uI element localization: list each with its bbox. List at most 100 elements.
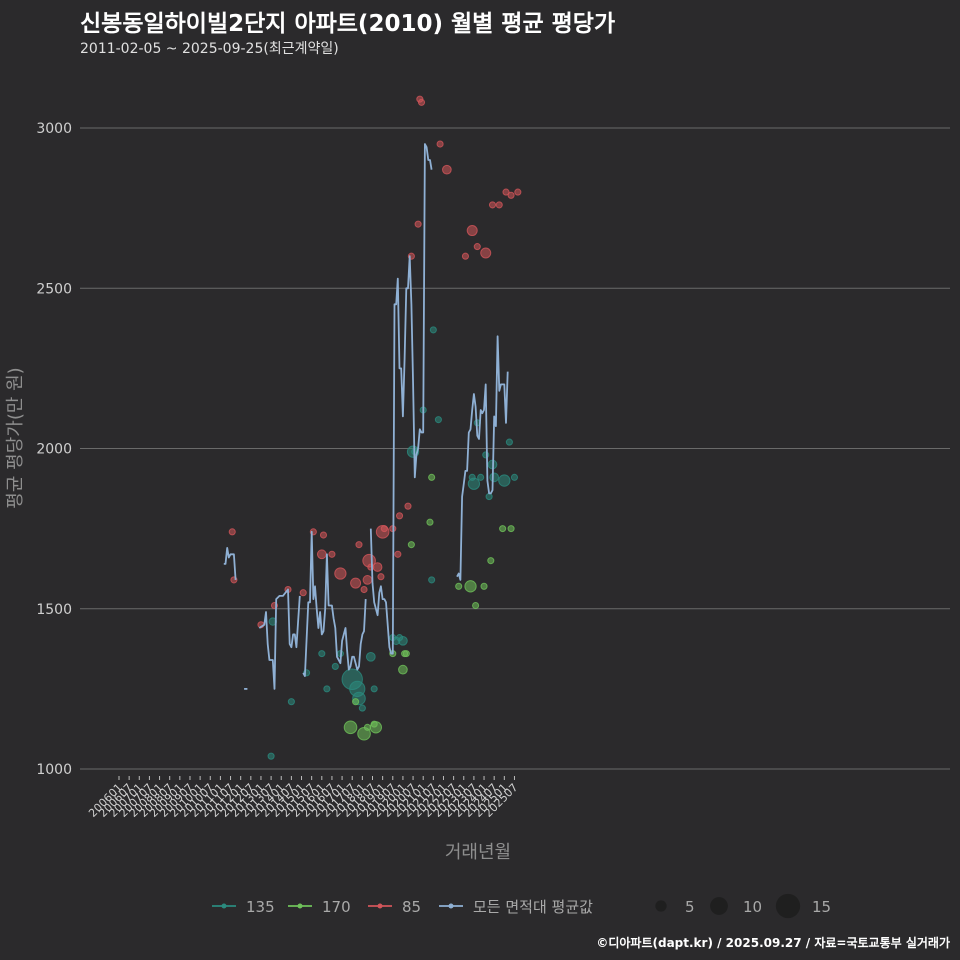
point-135-6 (331, 662, 339, 670)
point-170-5 (369, 721, 383, 734)
point-85-29 (436, 140, 444, 148)
point-170-1 (352, 698, 360, 706)
average-line-segment-3 (302, 530, 367, 677)
point-135-17 (398, 635, 408, 646)
average-line-segment-4 (369, 143, 433, 655)
point-85-36 (495, 201, 503, 209)
point-135-33 (505, 438, 513, 446)
point-170-18 (499, 525, 507, 533)
point-170-10 (407, 541, 415, 549)
point-135-29 (485, 493, 493, 501)
y-axis-label: 평균 평당가(만 원) (5, 367, 26, 508)
legend-key-dot-85 (377, 903, 383, 909)
average-line-segment-0 (223, 547, 237, 580)
point-135-11 (358, 704, 366, 712)
point-85-8 (319, 531, 328, 539)
average-line-segment-2 (258, 588, 301, 690)
chart-subtitle: 2011-02-05 ~ 2025-09-25(최근계약일) (80, 41, 339, 57)
point-135-25 (467, 477, 481, 490)
point-85-39 (514, 188, 522, 196)
point-85-10 (334, 567, 347, 580)
point-85-20 (380, 525, 388, 533)
point-170-13 (455, 582, 463, 590)
point-85-18 (377, 573, 385, 581)
point-85-5 (299, 589, 307, 597)
legend-label-170: 170 (322, 898, 351, 916)
y-tick-label-1500: 1500 (36, 602, 72, 618)
point-135-23 (434, 416, 442, 424)
point-85-9 (328, 550, 336, 558)
y-tick-label-2500: 2500 (36, 281, 72, 297)
x-axis-ticks: 2006012006072007012007072008012008072009… (86, 776, 521, 820)
chart-title: 신봉동일하이빌2단지 아파트(2010) 월별 평균 평당가 (80, 11, 616, 37)
point-85-31 (461, 252, 470, 260)
point-170-14 (464, 580, 477, 593)
legend-size-label-10: 10 (743, 898, 762, 916)
point-85-37 (502, 188, 510, 196)
point-170-15 (472, 601, 480, 610)
point-85-11 (350, 577, 362, 589)
point-170-0 (343, 720, 358, 735)
point-85-14 (362, 575, 373, 585)
point-135-27 (477, 473, 485, 481)
point-135-21 (428, 576, 436, 584)
legend-size-circle-5 (655, 900, 667, 912)
point-85-28 (417, 98, 426, 106)
y-axis-ticks: 1000 1500 2000 2500 3000 (36, 121, 72, 778)
point-85-17 (372, 562, 383, 572)
y-tick-label-1000: 1000 (36, 762, 72, 778)
legend-size-circle-15 (775, 893, 801, 919)
point-85-22 (394, 550, 402, 558)
point-170-3 (363, 723, 371, 731)
point-170-17 (487, 557, 495, 565)
point-85-12 (355, 541, 363, 549)
legend-key-dot-170 (297, 903, 303, 909)
point-85-38 (507, 191, 515, 199)
grid-lines (80, 127, 950, 770)
point-85-33 (473, 243, 481, 251)
point-135-4 (318, 650, 326, 658)
legend-label-85: 85 (402, 898, 421, 916)
point-135-32 (498, 474, 511, 487)
legend-key-dot-avg (448, 903, 454, 909)
point-85-35 (488, 201, 497, 209)
legend-label-135: 135 (246, 898, 275, 916)
point-170-12 (428, 473, 436, 481)
legend-size-label-5: 5 (685, 898, 695, 916)
legend-key-dot-135 (221, 903, 227, 909)
y-tick-label-2000: 2000 (36, 442, 72, 458)
y-tick-label-3000: 3000 (36, 121, 72, 137)
average-line-segment-5 (456, 335, 509, 581)
x-axis-label: 거래년월 (445, 842, 511, 863)
point-170-16 (480, 582, 488, 590)
legend-size-label-15: 15 (812, 898, 831, 916)
point-85-24 (404, 502, 412, 510)
point-85-13 (360, 585, 368, 594)
legend: 135 170 85 모든 면적대 평균값 5 10 15 (212, 893, 831, 919)
point-85-32 (466, 225, 478, 237)
point-170-9 (402, 650, 410, 658)
point-85-7 (316, 549, 327, 560)
point-170-11 (426, 518, 434, 526)
legend-size-circle-10 (710, 897, 728, 915)
point-85-26 (414, 220, 422, 228)
point-135-1 (267, 752, 275, 760)
point-170-19 (507, 525, 515, 533)
point-85-34 (480, 247, 492, 259)
point-85-23 (395, 512, 404, 520)
point-135-31 (489, 472, 500, 483)
point-135-12 (365, 651, 376, 662)
legend-label-avg: 모든 면적대 평균값 (473, 898, 593, 916)
point-135-22 (429, 326, 437, 334)
point-135-2 (287, 698, 295, 706)
average-line (223, 143, 509, 690)
point-135-13 (370, 685, 378, 693)
point-135-34 (510, 473, 519, 481)
point-85-30 (442, 164, 452, 175)
point-135-5 (323, 685, 331, 693)
source-caption: ©디아파트(dapt.kr) / 2025.09.27 / 자료=국토교통부 실… (596, 936, 950, 950)
point-170-7 (398, 664, 408, 675)
point-85-0 (228, 528, 236, 536)
scatter-points (228, 95, 522, 760)
